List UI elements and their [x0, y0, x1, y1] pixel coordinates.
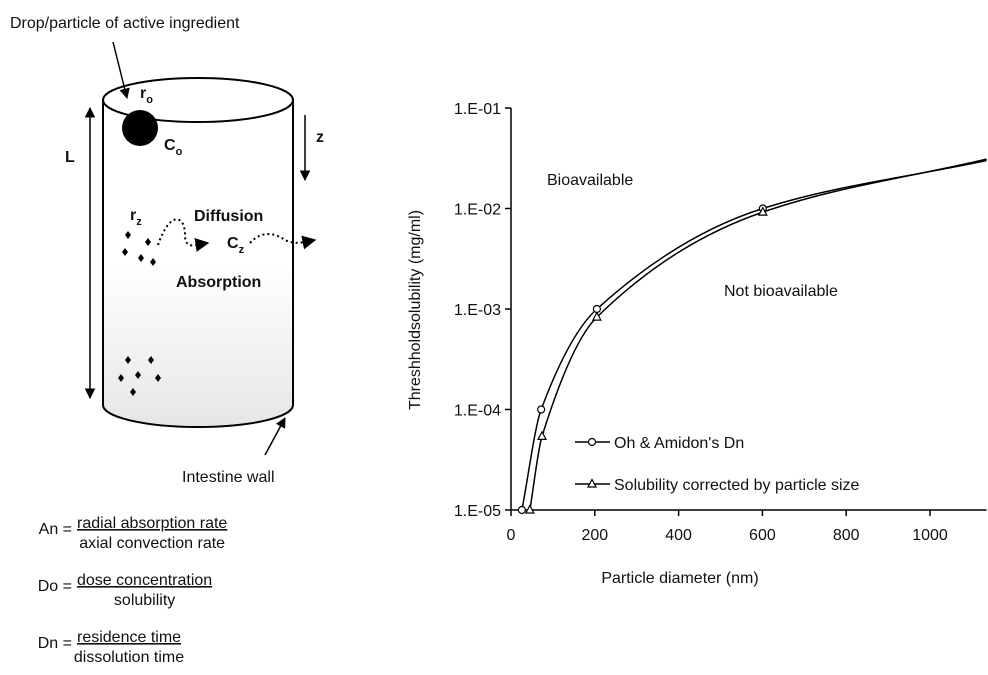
cylinder-body [102, 99, 294, 428]
y-tick-label: 1.E-03 [454, 302, 501, 319]
series-line [521, 159, 987, 511]
equation-lhs: Do = [38, 578, 72, 595]
label: Cz [227, 235, 245, 256]
label: z [316, 129, 324, 146]
marker [537, 430, 548, 440]
x-tick-label: 800 [833, 527, 860, 544]
denominator: dissolution time [74, 649, 184, 666]
label: ro [140, 85, 153, 106]
y-axis-title: Threshholdsolubility (mg/ml) [407, 210, 424, 410]
label: Drop/particle of active ingredient [10, 15, 240, 32]
x-tick-label: 0 [507, 527, 516, 544]
subscript: o [176, 146, 183, 158]
marker [524, 504, 535, 514]
marker [587, 437, 597, 447]
x-tick-label: 200 [581, 527, 608, 544]
cylinder-diagram: Drop/particle of active ingredient ro Co… [10, 15, 324, 486]
equation-lhs: Dn = [38, 635, 72, 652]
y-tick-label: 1.E-05 [454, 503, 501, 520]
numerator: dose concentration [77, 572, 212, 589]
annotation: Not bioavailable [724, 283, 838, 300]
label: Co [164, 137, 183, 158]
cylinder-top [102, 77, 294, 123]
label: Diffusion [194, 208, 263, 225]
numerator: radial absorption rate [77, 515, 227, 532]
label: L [65, 149, 75, 166]
label: Absorption [176, 274, 261, 291]
equation-lhs: An = [39, 521, 72, 538]
diffusion-path [249, 233, 317, 250]
x-tick-label: 600 [749, 527, 776, 544]
marker [537, 405, 546, 414]
marker [757, 206, 768, 216]
symbol: r [140, 85, 146, 102]
y-tick-label: 1.E-04 [454, 403, 501, 420]
symbol: r [130, 207, 136, 224]
diffusion-path [157, 218, 210, 252]
x-tick-label: 1000 [912, 527, 948, 544]
legend-label: Oh & Amidon's Dn [614, 435, 744, 452]
symbol: C [164, 137, 176, 154]
subscript: z [136, 216, 142, 228]
arrow [264, 417, 286, 456]
denominator: solubility [114, 592, 175, 609]
y-tick-label: 1.E-02 [454, 202, 501, 219]
y-tick-label: 1.E-01 [454, 101, 501, 118]
numerator: residence time [77, 629, 181, 646]
series-line [529, 158, 987, 511]
legend-label: Solubility corrected by particle size [614, 477, 860, 494]
marker [587, 478, 597, 488]
marker [591, 311, 602, 321]
subscript: z [239, 244, 245, 256]
dispersed-particles [118, 231, 161, 396]
label: rz [130, 207, 142, 228]
marker [517, 505, 526, 515]
symbol: C [227, 235, 239, 252]
subscript: o [146, 94, 153, 106]
arrow [112, 41, 130, 100]
x-axis-title: Particle diameter (nm) [601, 570, 758, 587]
x-tick-label: 400 [665, 527, 692, 544]
denominator: axial convection rate [79, 535, 225, 552]
label: Intestine wall [182, 469, 275, 486]
equations: An = radial absorption rate axial convecti… [38, 515, 228, 666]
annotation: Bioavailable [547, 172, 633, 189]
particle [122, 110, 158, 146]
chart: 1.E-05 1.E-04 1.E-03 1.E-02 1.E-01 0 200 400 600… [407, 101, 987, 587]
